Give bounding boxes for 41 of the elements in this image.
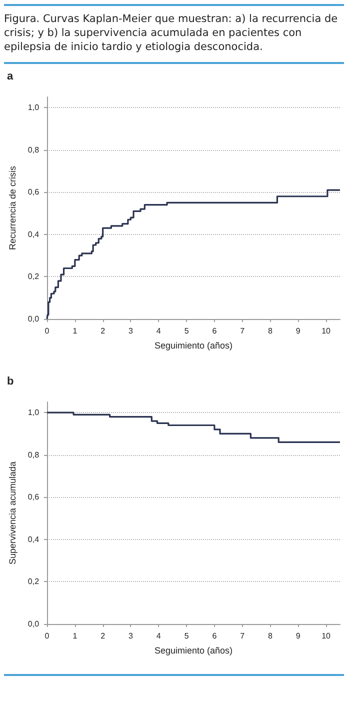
x-tick-label: 6 — [212, 632, 218, 640]
x-tick-label: 5 — [184, 326, 190, 336]
x-tick-label: 4 — [156, 632, 162, 640]
x-tick-label: 2 — [100, 632, 106, 640]
x-tick-label: 10 — [322, 326, 332, 336]
y-tick-label: 0,6 — [28, 188, 40, 197]
y-tick-label: 0,8 — [28, 450, 40, 460]
x-tick-label: 8 — [268, 326, 274, 336]
y-tick-label: 0,2 — [28, 272, 40, 282]
x-tick-label: 1 — [72, 326, 78, 336]
x-axis-title: Seguimiento (años) — [154, 646, 233, 656]
y-tick-label: 0,0 — [28, 314, 40, 324]
x-tick-label: 3 — [128, 632, 134, 640]
y-tick-label: 0,0 — [28, 620, 40, 628]
x-tick-label: 6 — [212, 326, 218, 336]
chart-title: b — [7, 376, 14, 388]
x-tick-label: 7 — [240, 632, 246, 640]
y-tick-label: 0,4 — [28, 534, 40, 544]
x-axis-title: Seguimiento (años) — [154, 340, 233, 350]
y-tick-label: 1,0 — [28, 103, 40, 112]
y-tick-label: 1,0 — [28, 408, 40, 418]
x-tick-label: 2 — [100, 326, 106, 336]
y-tick-label: 0,8 — [28, 145, 40, 154]
x-tick-label: 10 — [322, 632, 332, 640]
text: Figura. Curvas Kaplan-Meier que muestran: a) la recurrencia de crisis; y b) la supervivencia acumulada en pacientes con epilepsia de inicio tardio y etiologia desconocida. — [4, 4, 344, 64]
x-tick-label: 7 — [240, 326, 246, 336]
x-tick-label: 9 — [296, 326, 301, 336]
x-tick-label: 1 — [72, 632, 78, 640]
x-tick-label: 5 — [184, 632, 190, 640]
y-axis-title: Recurrencia de crisis — [8, 165, 18, 250]
x-tick-label: 9 — [296, 632, 301, 640]
x-tick-label: 0 — [44, 326, 50, 336]
y-tick-label: 0,6 — [28, 492, 40, 502]
y-tick-label: 0,4 — [28, 230, 40, 239]
x-tick-label: 3 — [128, 326, 134, 336]
x-tick-label: 0 — [44, 632, 50, 640]
y-tick-label: 0,2 — [28, 577, 40, 586]
x-tick-label: 8 — [268, 632, 274, 640]
y-axis-title: Supervivencia acumulada — [8, 461, 18, 565]
chart-title: a — [7, 70, 14, 82]
x-tick-label: 4 — [156, 326, 162, 336]
